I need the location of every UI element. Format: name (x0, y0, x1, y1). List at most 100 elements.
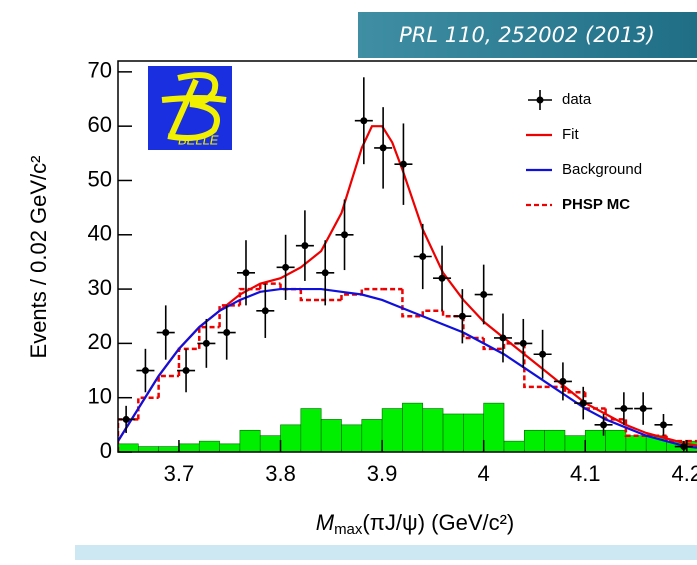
data-point (519, 339, 527, 347)
step-segment (584, 392, 606, 410)
data-point (223, 329, 231, 337)
histogram-bar (402, 402, 424, 452)
plot-area (118, 77, 697, 452)
legend-label: Background (562, 161, 642, 178)
data-point (162, 329, 170, 337)
y-axis-label: Events / 0.02 GeV/c² (26, 156, 51, 359)
x-label-rest: (πJ/ψ) (GeV/c²) (362, 510, 514, 535)
histogram-bar (625, 435, 647, 452)
x-tick-label: 4.2 (672, 461, 697, 486)
x-tick-label: 4.1 (570, 461, 601, 486)
data-point (458, 312, 466, 320)
data-point (202, 339, 210, 347)
histogram-bar (341, 424, 363, 452)
y-tick-label: 40 (88, 221, 112, 246)
step-segment (563, 386, 586, 394)
y-tick-label: 0 (100, 438, 112, 463)
frame (117, 60, 697, 453)
step-segment (401, 289, 423, 318)
step-segment (218, 304, 240, 328)
data-point (419, 253, 427, 260)
histogram-bar (584, 429, 606, 452)
legend-label: Fit (562, 126, 579, 143)
step-segment (258, 282, 281, 290)
data-point (301, 242, 309, 250)
step-segment (137, 396, 159, 420)
y-tick-label: 70 (88, 58, 112, 83)
x-tick-label: 4 (478, 461, 490, 486)
step-segment (421, 309, 444, 317)
y-tick-label: 60 (88, 112, 112, 137)
legend-label: data (562, 91, 592, 108)
histogram-bar (138, 446, 159, 452)
fit-line (118, 287, 697, 449)
data-point (559, 377, 567, 385)
data-point (261, 307, 269, 315)
data-point (282, 263, 290, 271)
histogram-bar (564, 435, 586, 452)
histogram-bar (178, 443, 200, 452)
step-segment (523, 343, 545, 389)
y-tick-label: 30 (88, 275, 112, 300)
data-point (399, 160, 407, 168)
step-segment (482, 337, 504, 351)
step-segment (462, 316, 484, 340)
x-tick-label: 3.7 (164, 461, 195, 486)
banner-text: PRL 110, 252002 (2013) (399, 23, 655, 47)
x-label-main: M (316, 510, 335, 535)
histogram-bar (524, 429, 545, 452)
histogram-bar (442, 413, 464, 452)
data-point (600, 421, 608, 429)
data-point (182, 367, 190, 375)
step-segment (299, 289, 322, 302)
data-point (122, 415, 130, 423)
data-point (620, 405, 628, 413)
logo-b (161, 72, 227, 141)
x-tick-label: 3.9 (367, 461, 398, 486)
histogram-bar (300, 408, 322, 452)
histogram-bar (118, 443, 139, 452)
histogram-bar (544, 429, 566, 452)
legend-key (536, 96, 544, 104)
legend: data Fit Background PHSP MC (526, 90, 642, 213)
histogram-bar (259, 435, 281, 452)
data-point (499, 334, 507, 342)
histogram-bar (239, 429, 261, 452)
x-tick-label: 3.8 (265, 461, 296, 486)
data-point (341, 231, 349, 239)
histogram-bar (320, 419, 342, 452)
histogram-bar (463, 413, 484, 452)
histogram-bar (483, 402, 505, 452)
step-segment (360, 287, 383, 295)
histogram-bar (605, 429, 627, 452)
y-tick-label: 20 (88, 329, 112, 354)
y-tick-label: 10 (88, 384, 112, 409)
histogram-bar (198, 440, 220, 452)
bottom-band (75, 545, 697, 560)
step-segment (238, 287, 261, 306)
data-point (539, 350, 547, 358)
histogram-bar (503, 440, 525, 452)
data-point (659, 421, 667, 429)
legend-label: PHSP MC (562, 196, 630, 213)
step-segment (624, 419, 647, 437)
step-segment (198, 325, 220, 349)
data-point (321, 269, 329, 277)
data-point (680, 443, 688, 451)
histogram-bar (361, 419, 383, 452)
step-segment (340, 293, 362, 300)
data-point (579, 399, 587, 407)
y-tick-label: 50 (88, 166, 112, 191)
histogram-bar (219, 443, 241, 452)
data-point (480, 291, 488, 299)
step-segment (157, 374, 179, 398)
histogram-bar (158, 446, 180, 452)
data-point (438, 274, 446, 282)
data-point (141, 367, 149, 375)
data-point (379, 144, 387, 152)
axes: 3.7 3.8 3.9 4 4.1 4.2 0 10 20 30 40 50 60 70 (88, 58, 697, 486)
histogram-bar (280, 424, 302, 452)
logo-text: BELLE (178, 132, 219, 147)
data-point (242, 269, 250, 277)
banner (358, 12, 697, 58)
